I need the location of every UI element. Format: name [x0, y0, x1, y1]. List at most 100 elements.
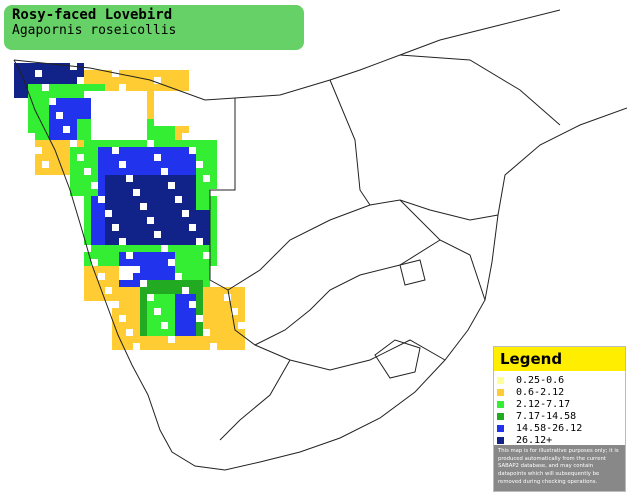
cell	[56, 147, 63, 154]
cell	[126, 189, 133, 196]
cell	[105, 161, 112, 168]
cell	[112, 259, 119, 266]
cell	[224, 336, 231, 343]
cell	[77, 105, 84, 112]
cell	[168, 196, 175, 203]
legend-swatch	[497, 424, 504, 432]
cell	[77, 147, 84, 154]
cell	[154, 343, 161, 350]
cell	[49, 133, 56, 140]
cell	[238, 336, 245, 343]
cell	[210, 224, 217, 231]
cell	[140, 294, 147, 301]
cell	[182, 70, 189, 77]
cell	[147, 133, 154, 140]
cell	[189, 231, 196, 238]
cell	[168, 147, 175, 154]
cell	[224, 315, 231, 322]
cell	[168, 266, 175, 273]
cell	[182, 336, 189, 343]
cell	[175, 182, 182, 189]
border	[254, 339, 446, 371]
cell	[154, 259, 161, 266]
cell	[175, 168, 182, 175]
cell	[147, 119, 154, 126]
cell	[56, 84, 63, 91]
cell	[77, 161, 84, 168]
cell	[175, 147, 182, 154]
cell	[161, 182, 168, 189]
cell	[161, 273, 168, 280]
cell	[196, 210, 203, 217]
cell	[147, 91, 154, 98]
cell	[154, 182, 161, 189]
cell	[161, 210, 168, 217]
cell	[119, 280, 126, 287]
cell	[91, 217, 98, 224]
cell	[182, 231, 189, 238]
cell	[84, 224, 91, 231]
cell	[161, 315, 168, 322]
cell	[154, 84, 161, 91]
cell	[14, 84, 21, 91]
cell	[203, 210, 210, 217]
cell	[140, 189, 147, 196]
cell	[147, 112, 154, 119]
cell	[175, 252, 182, 259]
cell	[98, 84, 105, 91]
cell	[196, 308, 203, 315]
cell	[196, 224, 203, 231]
cell	[84, 217, 91, 224]
cell	[84, 238, 91, 245]
cell	[189, 154, 196, 161]
cell	[119, 343, 126, 350]
cell	[42, 77, 49, 84]
cell	[133, 287, 140, 294]
cell	[154, 126, 161, 133]
legend-item: 0.6-2.12	[494, 386, 625, 398]
cell	[175, 84, 182, 91]
cell	[182, 84, 189, 91]
legend-item: 0.25-0.6	[494, 374, 625, 386]
cell	[126, 154, 133, 161]
cell	[161, 203, 168, 210]
cell	[140, 301, 147, 308]
cell	[84, 154, 91, 161]
cell	[140, 315, 147, 322]
cell	[49, 119, 56, 126]
cell	[63, 84, 70, 91]
cell	[182, 280, 189, 287]
cell	[70, 189, 77, 196]
cell	[154, 224, 161, 231]
cell	[77, 189, 84, 196]
cell	[203, 266, 210, 273]
cell	[28, 119, 35, 126]
cell	[119, 182, 126, 189]
cell	[175, 343, 182, 350]
cell	[98, 203, 105, 210]
border	[13, 39, 441, 101]
legend: Legend 0.25-0.6 0.6-2.12 2.12-7.17 7.17-14.…	[493, 346, 626, 492]
cell	[210, 182, 217, 189]
cell	[175, 238, 182, 245]
cell	[133, 210, 140, 217]
cell	[140, 147, 147, 154]
cell	[98, 217, 105, 224]
cell	[196, 196, 203, 203]
cell	[175, 259, 182, 266]
cell	[70, 126, 77, 133]
boundaries	[13, 9, 627, 471]
cell	[21, 84, 28, 91]
legend-items: 0.25-0.6 0.6-2.12 2.12-7.17 7.17-14.58 14.58…	[494, 371, 625, 446]
cell	[182, 322, 189, 329]
cell	[224, 301, 231, 308]
cell	[161, 147, 168, 154]
cell	[189, 210, 196, 217]
cell	[42, 126, 49, 133]
cell	[84, 196, 91, 203]
cell	[238, 315, 245, 322]
border	[219, 359, 291, 441]
cell	[161, 77, 168, 84]
cell	[168, 308, 175, 315]
